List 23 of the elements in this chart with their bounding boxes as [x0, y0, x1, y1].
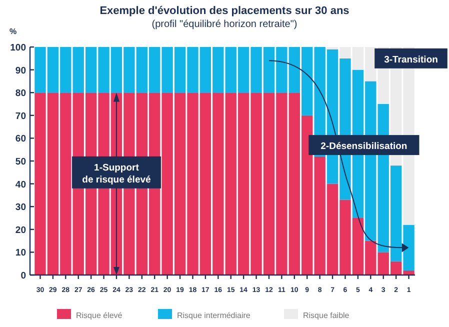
legend-label: Risque élevé [76, 311, 123, 320]
y-tick-label: 50 [15, 156, 26, 168]
legend-label: Risque intermédiaire [177, 311, 251, 320]
annotation: 1-Support de risque élevé [82, 162, 151, 186]
chart-title: Exemple d'évolution des placements sur 30 ans [100, 5, 350, 17]
y-tick-label: 30 [15, 202, 26, 214]
annotation: 2-Désensibilisation [320, 141, 408, 152]
y-tick-label: 40 [15, 179, 26, 190]
y-tick-label: 60 [15, 134, 26, 145]
label-box: 3-Transition [374, 48, 448, 68]
y-tick-label: 20 [15, 224, 26, 236]
y-tick-label: 10 [15, 248, 26, 259]
label-box: 2-Désensibilisation [308, 135, 420, 156]
y-axis-title: % [9, 27, 17, 36]
annotation: 3-Transition [384, 54, 438, 66]
y-tick-label: 70 [15, 110, 26, 122]
y-tick-label: 80 [15, 88, 26, 100]
y-tick-label: 100 [10, 42, 26, 54]
y-tick-label: 90 [15, 65, 26, 76]
label-box: 1-Support de risque élevé [72, 156, 161, 188]
y-tick-label: 0 [20, 270, 26, 282]
chart-subtitle: (profil "équilibré horizon retraite") [152, 19, 298, 30]
legend-label: Risque faible [303, 311, 350, 320]
